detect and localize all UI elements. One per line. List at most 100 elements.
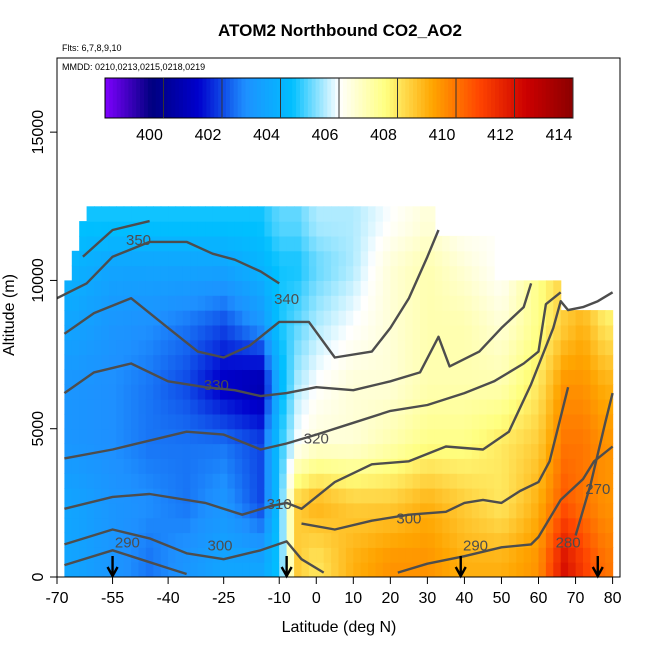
heatmap-cell (264, 443, 273, 459)
heatmap-cell (323, 562, 332, 577)
heatmap-cell (86, 547, 95, 563)
heatmap-cell (279, 399, 288, 415)
heatmap-cell (553, 488, 562, 504)
heatmap-cell (353, 339, 362, 356)
heatmap-cell (123, 206, 132, 222)
heatmap-cell (382, 399, 391, 415)
heatmap-cell (271, 399, 280, 415)
contour-label: 340 (274, 291, 299, 308)
heatmap-cell (160, 250, 169, 267)
heatmap-cell (257, 206, 265, 222)
heatmap-cell (516, 384, 525, 400)
heatmap-cell (560, 339, 569, 356)
heatmap-cell (205, 221, 214, 237)
heatmap-cell (279, 384, 288, 400)
heatmap-cell (331, 443, 340, 459)
heatmap-cell (338, 265, 347, 281)
heatmap-cell (323, 280, 332, 296)
heatmap-cell (271, 221, 280, 237)
heatmap-cell (590, 502, 599, 519)
colorbar-segment (233, 78, 239, 118)
heatmap-cell (457, 369, 465, 385)
heatmap-cell (471, 413, 480, 430)
heatmap-cell (538, 502, 547, 519)
heatmap-cell (412, 369, 421, 385)
heatmap-cell (182, 339, 191, 356)
heatmap-cell (308, 399, 317, 415)
heatmap-cell (257, 265, 265, 281)
heatmap-cell (279, 428, 288, 445)
heatmap-cell (501, 354, 510, 370)
heatmap-cell (323, 517, 332, 534)
heatmap-cell (360, 310, 369, 326)
heatmap-cell (131, 502, 140, 519)
contour-lines (57, 219, 614, 576)
heatmap-cell (301, 295, 310, 311)
latitude-arrow-head (454, 566, 467, 579)
heatmap-cell (316, 517, 325, 534)
heatmap-cell (486, 399, 495, 415)
heatmap-cell (101, 532, 110, 548)
colorbar-segment (444, 78, 449, 118)
heatmap-cell (197, 384, 206, 400)
heatmap-cell (397, 488, 406, 504)
heatmap-cell (131, 384, 140, 400)
heatmap-cell (368, 235, 377, 252)
heatmap-cell (153, 443, 162, 459)
heatmap-cell (508, 547, 517, 563)
heatmap-cell (316, 339, 325, 356)
heatmap-cell (301, 413, 310, 430)
heatmap-cell (301, 473, 310, 489)
colorbar-segment (479, 78, 484, 118)
heatmap-cell (501, 428, 510, 445)
colorbar-segment (116, 78, 122, 118)
heatmap-cell (190, 502, 199, 519)
heatmap-cell (160, 354, 169, 370)
heatmap-cell (531, 562, 540, 577)
heatmap-cell (553, 458, 562, 474)
heatmap-cell (560, 399, 569, 415)
heatmap-cell (508, 295, 517, 311)
heatmap-cell (316, 206, 325, 222)
heatmap-cell (212, 250, 221, 267)
heatmap-cell (175, 413, 184, 430)
heatmap-cell (301, 265, 310, 281)
heatmap-cell (390, 339, 399, 356)
heatmap-cell (338, 547, 347, 563)
heatmap-cell (545, 324, 554, 341)
heatmap-cell (86, 413, 95, 430)
heatmap-cell (471, 502, 480, 519)
heatmap-cell (560, 443, 569, 459)
heatmap-cell (605, 458, 614, 474)
heatmap-cell (494, 399, 503, 415)
heatmap-cell (494, 458, 503, 474)
heatmap-cell (345, 280, 354, 296)
heatmap-cell (286, 443, 295, 459)
heatmap-cell (234, 265, 243, 281)
colorbar-segment (257, 78, 262, 118)
heatmap-cell (249, 517, 258, 534)
heatmap-cell (360, 517, 369, 534)
heatmap-cell (464, 562, 473, 577)
heatmap-cell (553, 280, 562, 296)
heatmap-cell (175, 250, 184, 267)
heatmap-cell (368, 310, 377, 326)
heatmap-cell (131, 428, 140, 445)
heatmap-cell (538, 532, 547, 548)
heatmap-cell (234, 250, 243, 267)
heatmap-cell (190, 517, 199, 534)
colorbar-segment (300, 78, 305, 118)
heatmap-cell (449, 502, 458, 519)
heatmap-cell (64, 517, 73, 534)
heatmap-cell (227, 384, 236, 400)
heatmap-cell (86, 295, 95, 311)
heatmap-cell (405, 280, 414, 296)
heatmap-cell (131, 369, 140, 385)
heatmap-cell (242, 280, 251, 296)
heatmap-cell (523, 428, 532, 445)
heatmap-cell (138, 250, 147, 267)
heatmap-cell (501, 488, 510, 504)
heatmap-cell (145, 206, 154, 222)
heatmap-cell (583, 517, 591, 534)
heatmap-cell (360, 428, 369, 445)
